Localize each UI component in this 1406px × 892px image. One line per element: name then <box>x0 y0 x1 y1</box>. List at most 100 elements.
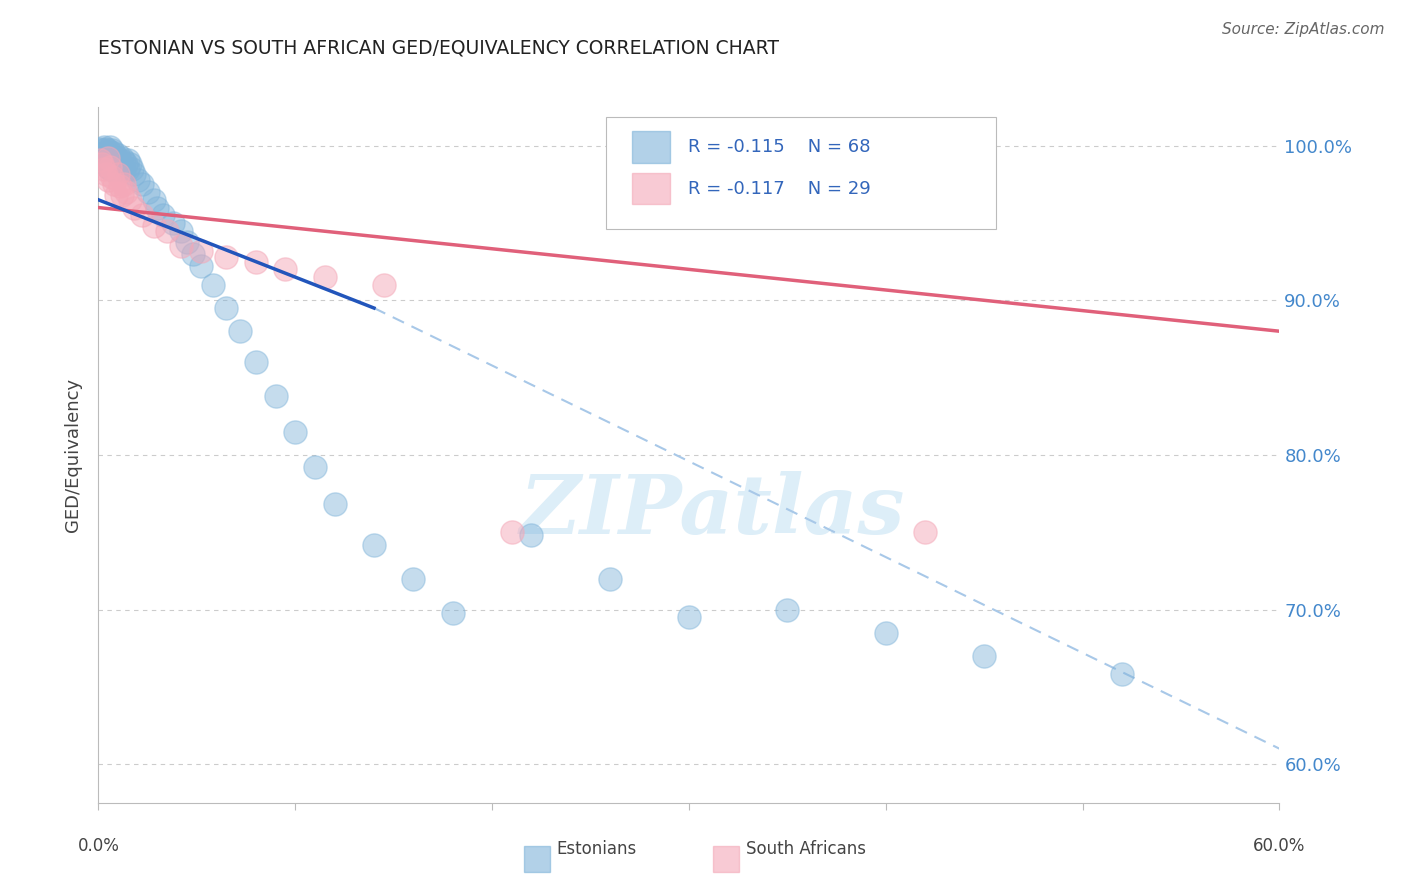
Point <box>93 153 115 167</box>
Point <box>156 224 179 238</box>
Bar <box>633 173 671 204</box>
Point <box>142 193 165 207</box>
Point <box>284 425 307 439</box>
Point <box>973 648 995 663</box>
Point <box>97 144 120 158</box>
Point <box>131 208 153 222</box>
Point <box>93 140 115 154</box>
Point <box>215 250 238 264</box>
Point <box>201 277 224 292</box>
Point <box>127 172 149 186</box>
Point <box>118 193 141 207</box>
Point <box>121 161 143 176</box>
Y-axis label: GED/Equivalency: GED/Equivalency <box>65 378 83 532</box>
Point <box>111 188 134 202</box>
Point <box>97 172 120 186</box>
Point <box>101 144 124 158</box>
Point <box>215 301 238 315</box>
Point <box>152 208 174 222</box>
Point <box>181 247 204 261</box>
Point <box>98 161 121 175</box>
Point <box>441 606 464 620</box>
Point <box>304 460 326 475</box>
Point <box>108 153 131 167</box>
Point <box>122 167 145 181</box>
Point <box>97 161 120 175</box>
Point <box>98 161 121 176</box>
Point <box>111 151 134 165</box>
Point <box>115 157 138 171</box>
Point <box>402 572 425 586</box>
Point <box>97 151 120 165</box>
Point <box>112 154 135 169</box>
Point <box>103 178 125 192</box>
Point <box>107 161 129 176</box>
Point <box>105 157 128 171</box>
Point <box>97 151 120 165</box>
Point <box>103 146 125 161</box>
Point <box>103 154 125 169</box>
Text: R = -0.117    N = 29: R = -0.117 N = 29 <box>688 180 870 198</box>
Point <box>274 262 297 277</box>
Point <box>118 157 141 171</box>
Bar <box>523 846 550 872</box>
Point <box>170 224 193 238</box>
Point <box>136 185 159 199</box>
Point <box>107 167 129 181</box>
Bar <box>633 131 671 162</box>
Point <box>98 145 121 159</box>
Bar <box>713 846 738 872</box>
Point <box>103 161 125 176</box>
Point <box>1111 667 1133 681</box>
Point <box>98 153 121 167</box>
Point <box>107 154 129 169</box>
Point <box>89 153 111 167</box>
Point <box>599 572 621 586</box>
Point <box>108 178 131 193</box>
Text: 0.0%: 0.0% <box>77 837 120 855</box>
Point <box>101 169 124 184</box>
Point <box>96 167 118 181</box>
Point <box>776 602 799 616</box>
Point <box>117 161 139 176</box>
Point <box>105 149 128 163</box>
Point <box>101 149 124 163</box>
Point <box>678 610 700 624</box>
Text: 60.0%: 60.0% <box>1253 837 1306 855</box>
Point <box>190 260 212 274</box>
Point <box>146 201 169 215</box>
Text: Source: ZipAtlas.com: Source: ZipAtlas.com <box>1222 22 1385 37</box>
Point <box>245 254 267 268</box>
Point <box>89 142 111 156</box>
Point <box>108 161 131 175</box>
Point <box>520 528 543 542</box>
Text: ZIPatlas: ZIPatlas <box>520 471 905 550</box>
Point <box>101 157 124 171</box>
Point <box>501 525 523 540</box>
Text: Estonians: Estonians <box>557 840 637 858</box>
Point <box>245 355 267 369</box>
Point <box>112 163 135 178</box>
Point <box>131 178 153 192</box>
Point <box>93 161 115 176</box>
Point <box>91 144 114 158</box>
Point <box>229 324 252 338</box>
Point <box>115 185 138 199</box>
Text: R = -0.115    N = 68: R = -0.115 N = 68 <box>688 138 870 156</box>
Point <box>91 157 114 171</box>
Point <box>142 219 165 233</box>
Point <box>96 149 118 163</box>
Point <box>190 244 212 258</box>
Point <box>96 142 118 156</box>
Point <box>112 178 135 192</box>
FancyBboxPatch shape <box>606 118 995 229</box>
Point <box>176 235 198 249</box>
Point <box>98 140 121 154</box>
Point <box>363 538 385 552</box>
Point <box>162 216 184 230</box>
Point <box>122 201 145 215</box>
Point <box>875 625 897 640</box>
Text: ESTONIAN VS SOUTH AFRICAN GED/EQUIVALENCY CORRELATION CHART: ESTONIAN VS SOUTH AFRICAN GED/EQUIVALENC… <box>98 39 779 58</box>
Point <box>264 389 287 403</box>
Point <box>323 497 346 511</box>
